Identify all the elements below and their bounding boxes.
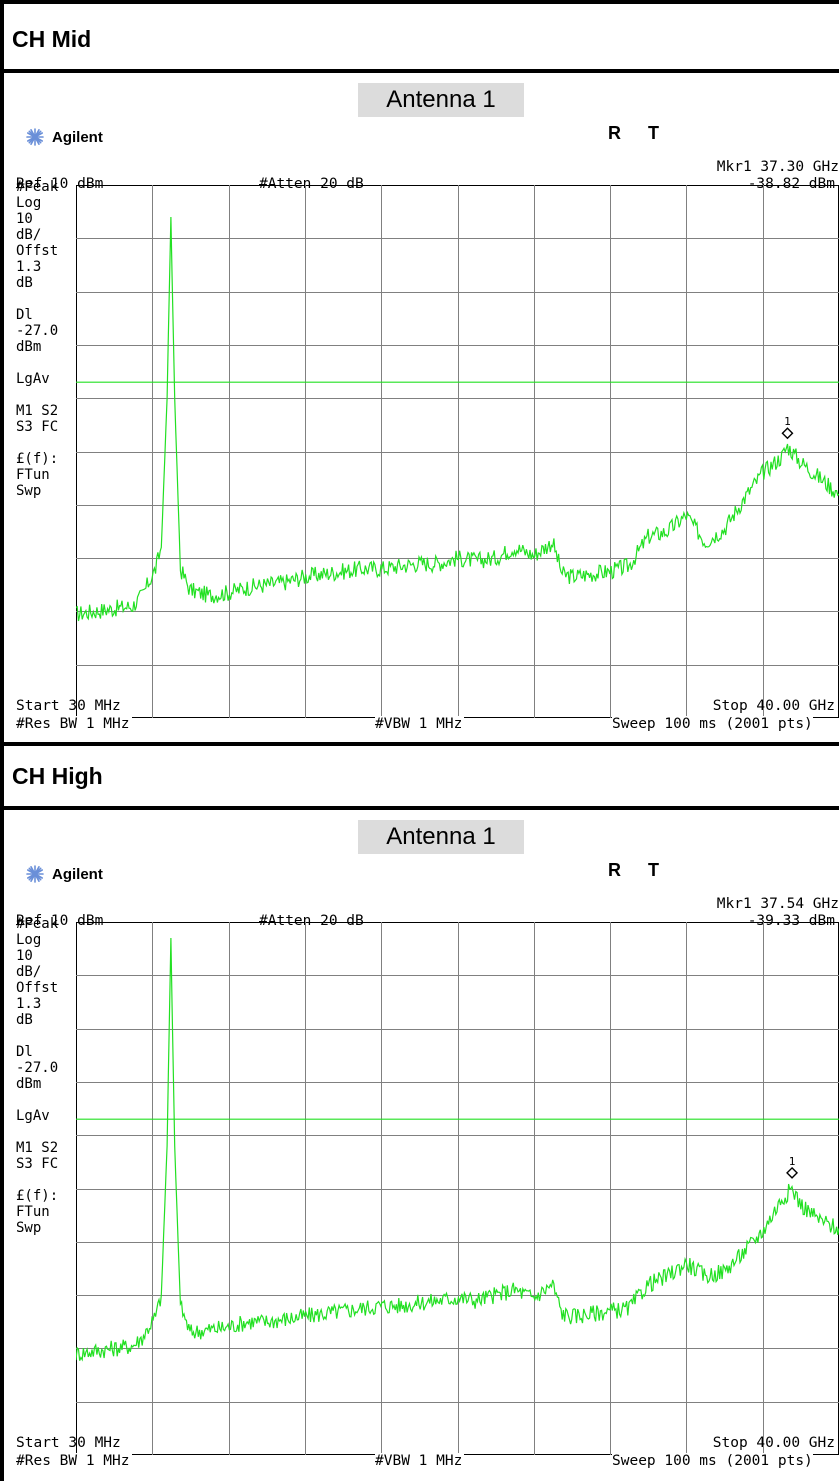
spectrum-trace <box>76 216 839 622</box>
marker-frequency: Mkr1 37.30 GHz <box>716 159 839 175</box>
bw-row: #Res BW 1 MHz #VBW 1 MHz Sweep 100 ms (2… <box>16 716 839 734</box>
ann-line: dBm <box>16 339 42 355</box>
ann-line <box>16 1092 74 1108</box>
ann-line <box>16 355 74 371</box>
ann-line: Offst <box>16 243 59 259</box>
attenuation: #Atten 20 dB <box>259 176 364 192</box>
brand: Agilent <box>26 128 103 146</box>
ref-level: Ref 10 dBm <box>16 176 104 192</box>
section-title-high: CH High <box>12 763 103 789</box>
bw-row: #Res BW 1 MHz #VBW 1 MHz Sweep 100 ms (2… <box>16 1453 839 1471</box>
flag-r: R <box>608 860 621 880</box>
sweep: Sweep 100 ms (2001 pts) <box>612 716 813 732</box>
ann-line: £(f): <box>16 1188 59 1204</box>
ann-line: S3 FC <box>16 1156 59 1172</box>
start-frequency: Start 30 MHz <box>16 698 121 714</box>
ann-line: Log <box>16 932 42 948</box>
attenuation: #Atten 20 dB <box>259 913 364 929</box>
divider <box>0 742 839 746</box>
ann-line: FTun <box>16 467 50 483</box>
brand: Agilent <box>26 865 103 883</box>
marker-amplitude: -38.82 dBm <box>747 176 835 192</box>
agilent-logo-icon <box>26 128 44 146</box>
ann-line <box>16 1028 74 1044</box>
spectrum-panel-mid: Antenna 1 Agilent R T Mkr1 37.30 GHz Ref… <box>12 73 839 740</box>
ann-line <box>16 387 74 403</box>
antenna-label: Antenna 1 <box>358 83 524 117</box>
ann-line: 1.3 <box>16 996 42 1012</box>
ann-line: LgAv <box>16 371 50 387</box>
ann-line: LgAv <box>16 1108 50 1124</box>
marker-label: 1 <box>784 415 791 428</box>
ann-line: Log <box>16 195 42 211</box>
left-annotations: #Peak Log 10 dB/ Offst 1.3 dB Dl -27.0 d… <box>16 916 74 1236</box>
ann-line <box>16 1172 74 1188</box>
ann-line: 10 <box>16 948 33 964</box>
ann-line: Swp <box>16 483 42 499</box>
res-bw: #Res BW 1 MHz <box>16 1453 132 1469</box>
ann-line: dB <box>16 275 33 291</box>
res-bw: #Res BW 1 MHz <box>16 716 132 732</box>
antenna-label: Antenna 1 <box>358 820 524 854</box>
divider <box>0 69 839 73</box>
agilent-logo-icon <box>26 865 44 883</box>
start-frequency: Start 30 MHz <box>16 1435 121 1451</box>
spectrum-plot: 1 <box>76 185 839 718</box>
stop-frequency: Stop 40.00 GHz <box>712 1435 835 1451</box>
ann-line: dBm <box>16 1076 42 1092</box>
ann-line: dB/ <box>16 964 42 980</box>
marker-label: 1 <box>789 1155 796 1168</box>
spectrum-plot: 1 <box>76 922 839 1455</box>
sweep: Sweep 100 ms (2001 pts) <box>612 1453 813 1469</box>
ann-line: #Peak <box>16 179 59 195</box>
ann-line <box>16 1124 74 1140</box>
vbw: #VBW 1 MHz <box>375 1453 465 1469</box>
marker-frequency: Mkr1 37.54 GHz <box>716 896 839 912</box>
spectrum-panel-high: Antenna 1 Agilent R T Mkr1 37.54 GHz Ref… <box>12 810 839 1477</box>
ann-line: M1 S2 <box>16 403 59 419</box>
ref-level: Ref 10 dBm <box>16 913 104 929</box>
ann-line: Offst <box>16 980 59 996</box>
ann-line: 10 <box>16 211 33 227</box>
brand-name: Agilent <box>52 128 103 146</box>
plot-border <box>76 185 839 718</box>
marker-diamond <box>781 427 794 440</box>
ann-line: £(f): <box>16 451 59 467</box>
divider <box>0 806 839 810</box>
flag-r: R <box>608 123 621 143</box>
left-border <box>0 0 4 1481</box>
ann-line: FTun <box>16 1204 50 1220</box>
brand-name: Agilent <box>52 865 103 883</box>
ann-line: dB <box>16 1012 33 1028</box>
marker-amplitude: -39.33 dBm <box>747 913 835 929</box>
ann-line: 1.3 <box>16 259 42 275</box>
stop-frequency: Stop 40.00 GHz <box>712 698 835 714</box>
marker-diamond <box>786 1166 799 1179</box>
ann-line: #Peak <box>16 916 59 932</box>
flag-t: T <box>648 860 659 880</box>
ann-line: S3 FC <box>16 419 59 435</box>
ann-line <box>16 435 74 451</box>
left-annotations: #Peak Log 10 dB/ Offst 1.3 dB Dl -27.0 d… <box>16 179 74 499</box>
ann-line <box>16 291 74 307</box>
ann-line: Swp <box>16 1220 42 1236</box>
ann-line: M1 S2 <box>16 1140 59 1156</box>
ann-line: -27.0 <box>16 323 59 339</box>
ann-line: -27.0 <box>16 1060 59 1076</box>
spectrum-trace <box>76 937 839 1362</box>
ann-line: Dl <box>16 1044 33 1060</box>
section-title-mid: CH Mid <box>12 26 92 52</box>
vbw: #VBW 1 MHz <box>375 716 465 732</box>
flag-t: T <box>648 123 659 143</box>
top-border <box>0 0 839 4</box>
plot-border <box>76 922 839 1455</box>
ann-line: dB/ <box>16 227 42 243</box>
ann-line: Dl <box>16 307 33 323</box>
